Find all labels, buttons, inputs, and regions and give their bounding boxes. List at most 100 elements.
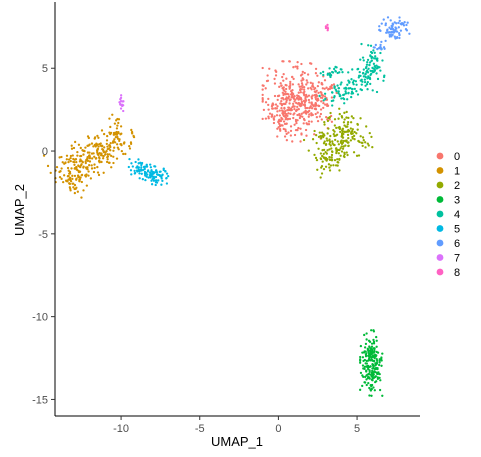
point-cluster-1 <box>110 154 113 158</box>
point-cluster-1 <box>112 161 115 165</box>
point-cluster-1 <box>108 144 112 147</box>
point-cluster-0 <box>306 73 310 76</box>
point-cluster-2 <box>347 141 350 144</box>
point-cluster-4 <box>369 44 373 47</box>
point-cluster-2 <box>356 128 359 131</box>
point-cluster-0 <box>291 140 294 143</box>
point-cluster-0 <box>289 84 292 87</box>
point-cluster-2 <box>359 117 362 120</box>
y-tick-label: -15 <box>32 394 48 406</box>
point-cluster-1 <box>69 156 72 160</box>
point-cluster-8 <box>326 29 329 32</box>
point-cluster-0 <box>261 93 264 97</box>
point-cluster-2 <box>361 144 364 148</box>
point-cluster-0 <box>300 100 304 103</box>
point-cluster-4 <box>368 63 371 67</box>
point-cluster-5 <box>154 175 158 179</box>
point-cluster-1 <box>100 160 103 164</box>
point-cluster-1 <box>105 139 109 142</box>
point-cluster-1 <box>103 146 106 149</box>
point-cluster-4 <box>344 92 348 95</box>
point-cluster-5 <box>154 179 158 182</box>
point-cluster-1 <box>99 144 102 147</box>
point-cluster-6 <box>398 33 401 37</box>
point-cluster-0 <box>267 108 270 111</box>
point-cluster-1 <box>73 163 76 166</box>
point-cluster-3 <box>364 342 368 346</box>
point-cluster-0 <box>299 97 303 101</box>
point-cluster-3 <box>364 375 367 379</box>
y-tick-label: 5 <box>42 63 48 75</box>
legend-label-7: 7 <box>454 253 460 265</box>
point-cluster-5 <box>139 168 143 171</box>
point-cluster-0 <box>300 82 304 85</box>
point-cluster-5 <box>154 165 157 168</box>
point-cluster-1 <box>108 153 111 156</box>
legend-key-6 <box>436 239 444 247</box>
point-cluster-4 <box>351 88 354 91</box>
point-cluster-5 <box>136 170 139 173</box>
point-cluster-0 <box>289 129 293 133</box>
point-cluster-3 <box>367 339 371 342</box>
point-cluster-3 <box>372 338 375 342</box>
point-cluster-4 <box>362 59 365 62</box>
point-cluster-0 <box>280 84 283 87</box>
point-cluster-4 <box>370 51 374 55</box>
point-cluster-3 <box>365 365 368 368</box>
point-cluster-1 <box>96 134 99 138</box>
point-cluster-0 <box>319 108 323 111</box>
point-cluster-6 <box>400 21 404 25</box>
point-cluster-0 <box>290 107 293 110</box>
point-cluster-0 <box>330 120 334 123</box>
point-cluster-0 <box>289 112 292 115</box>
point-cluster-1 <box>132 135 136 139</box>
point-cluster-0 <box>284 93 287 96</box>
point-cluster-1 <box>96 165 99 169</box>
point-cluster-0 <box>289 134 292 137</box>
point-cluster-0 <box>315 98 319 101</box>
point-cluster-0 <box>306 95 309 98</box>
point-cluster-0 <box>307 123 311 126</box>
point-cluster-5 <box>133 171 137 175</box>
point-cluster-0 <box>282 79 285 82</box>
point-cluster-0 <box>302 103 305 106</box>
point-cluster-3 <box>372 363 375 366</box>
point-cluster-1 <box>58 175 62 179</box>
point-cluster-4 <box>347 79 350 82</box>
point-cluster-0 <box>280 100 283 103</box>
point-cluster-0 <box>267 103 270 107</box>
point-cluster-0 <box>314 90 317 94</box>
point-cluster-3 <box>367 375 370 379</box>
point-cluster-3 <box>370 349 374 352</box>
point-cluster-0 <box>302 122 305 125</box>
point-cluster-1 <box>74 187 77 191</box>
point-cluster-4 <box>364 84 367 87</box>
point-cluster-3 <box>380 364 383 367</box>
point-cluster-0 <box>286 109 289 112</box>
point-cluster-1 <box>79 159 83 162</box>
point-cluster-4 <box>333 85 336 88</box>
point-cluster-2 <box>328 158 332 161</box>
point-cluster-2 <box>336 158 339 161</box>
point-cluster-1 <box>105 142 108 146</box>
point-cluster-6 <box>389 19 392 22</box>
point-cluster-5 <box>154 183 157 187</box>
point-cluster-0 <box>284 110 287 113</box>
point-cluster-0 <box>299 140 302 143</box>
point-cluster-1 <box>96 171 100 174</box>
point-cluster-0 <box>309 86 312 90</box>
point-cluster-3 <box>370 356 373 359</box>
point-cluster-5 <box>162 167 165 170</box>
point-cluster-3 <box>372 351 375 354</box>
point-cluster-6 <box>380 40 383 44</box>
point-cluster-3 <box>361 384 364 388</box>
point-cluster-2 <box>315 141 318 145</box>
point-cluster-0 <box>322 106 325 110</box>
point-cluster-0 <box>301 70 304 74</box>
point-cluster-4 <box>371 56 374 59</box>
point-cluster-4 <box>364 75 367 79</box>
point-cluster-1 <box>84 174 87 177</box>
point-cluster-4 <box>363 78 367 81</box>
legend-key-1 <box>436 167 444 174</box>
